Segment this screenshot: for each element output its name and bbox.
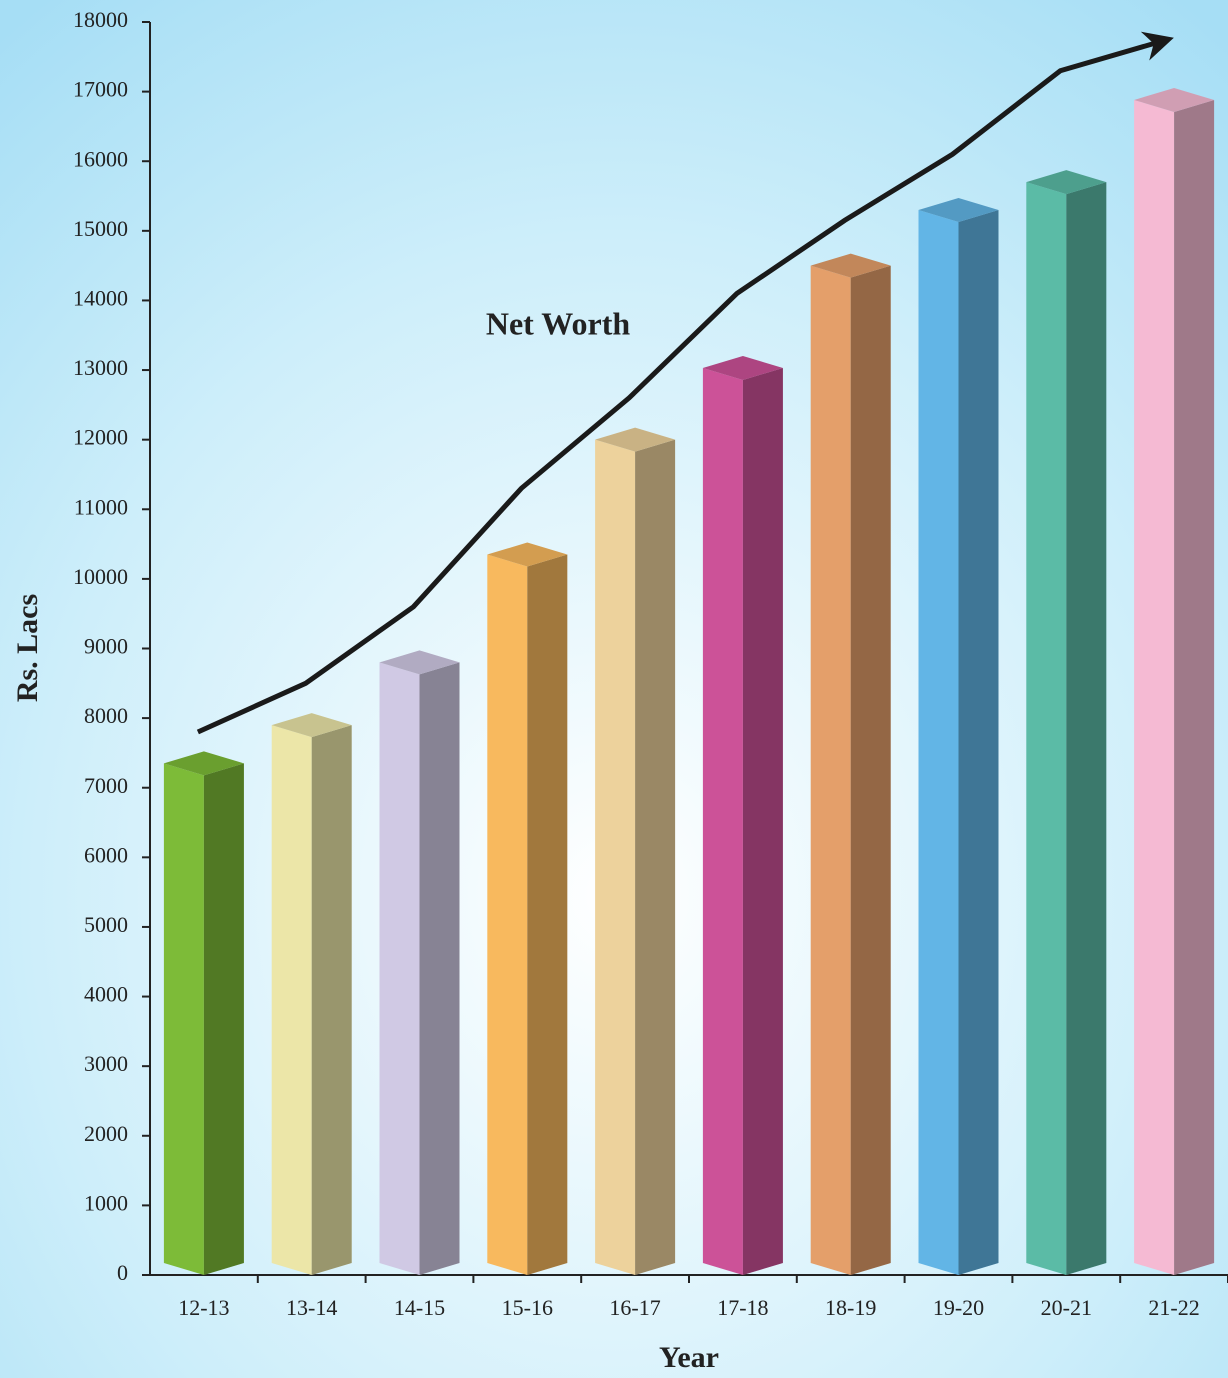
x-tick-label: 17-18 [717, 1295, 768, 1320]
bar-face [311, 725, 352, 1275]
x-tick-label: 15-16 [502, 1295, 553, 1320]
y-tick-label: 2000 [84, 1121, 128, 1146]
y-tick-label: 10000 [73, 564, 128, 589]
x-axis-label: Year [659, 1341, 719, 1374]
bar-face [810, 253, 891, 278]
bar-face [918, 197, 999, 222]
y-tick-label: 18000 [73, 7, 128, 32]
bar [918, 197, 999, 1276]
y-tick-label: 6000 [84, 842, 128, 867]
bar [163, 751, 244, 1275]
bar [487, 542, 568, 1275]
bar-face [271, 713, 352, 738]
bar [1134, 87, 1215, 1275]
bar-face [311, 725, 352, 1275]
y-tick-label: 4000 [84, 982, 128, 1007]
bar-face [850, 265, 891, 1275]
bar-face [163, 763, 204, 1275]
bar-face [918, 197, 999, 222]
y-tick-label: 15000 [73, 216, 128, 241]
y-tick-label: 0 [117, 1260, 128, 1285]
y-tick-label: 7000 [84, 773, 128, 798]
bar-face [918, 209, 959, 1276]
bar-face [419, 662, 460, 1275]
bar-face [271, 725, 312, 1275]
bar-face [702, 355, 783, 380]
bar-face [1066, 182, 1107, 1275]
x-tick-label: 16-17 [609, 1295, 660, 1320]
bar-face [379, 650, 460, 675]
x-tick-label: 18-19 [825, 1295, 876, 1320]
bar [1026, 170, 1107, 1275]
bar-face [595, 427, 676, 452]
bar-face [595, 439, 636, 1276]
bar-face [203, 763, 244, 1275]
x-tick-label: 14-15 [394, 1295, 445, 1320]
bar-face [958, 209, 999, 1276]
y-axis-label: Rs. Lacs [11, 594, 44, 702]
bar-face [203, 763, 244, 1275]
bar-face [1026, 170, 1107, 195]
bar-face [527, 554, 568, 1275]
bar-face [635, 439, 676, 1276]
y-tick-label: 13000 [73, 355, 128, 380]
x-tick-label: 19-20 [933, 1295, 984, 1320]
x-tick-label: 21-22 [1148, 1295, 1199, 1320]
bar-face [379, 650, 460, 675]
y-tick-label: 14000 [73, 285, 128, 310]
bar-face [1026, 170, 1107, 195]
bar [595, 427, 676, 1276]
y-tick-label: 8000 [84, 703, 128, 728]
y-tick-label: 9000 [84, 634, 128, 659]
bar [810, 253, 891, 1275]
x-tick-label: 12-13 [178, 1295, 229, 1320]
bar-face [742, 367, 783, 1275]
bar-face [810, 253, 891, 278]
y-tick-label: 3000 [84, 1051, 128, 1076]
bar-face [1066, 182, 1107, 1275]
bar-face [1026, 182, 1067, 1275]
bar-face [271, 713, 352, 738]
annotation: Net Worth [486, 305, 630, 341]
bar-face [379, 662, 420, 1275]
bar-face [635, 439, 676, 1276]
bar-face [595, 427, 676, 452]
y-tick-label: 11000 [74, 494, 128, 519]
y-tick-label: 12000 [73, 425, 128, 450]
bar-face [742, 367, 783, 1275]
y-tick-label: 17000 [73, 77, 128, 102]
bar-face [702, 355, 783, 380]
y-tick-label: 5000 [84, 912, 128, 937]
bar-face [1134, 87, 1215, 112]
bar-face [958, 209, 999, 1276]
bar-face [702, 367, 743, 1275]
bar-face [487, 542, 568, 567]
bar-face [1174, 99, 1215, 1275]
bar [379, 650, 460, 1275]
y-tick-label: 16000 [73, 146, 128, 171]
bar-face [1174, 99, 1215, 1275]
y-tick-label: 1000 [84, 1190, 128, 1215]
bar-face [850, 265, 891, 1275]
line [196, 31, 1174, 735]
bar-face [527, 554, 568, 1275]
bar-face [163, 751, 244, 776]
bar [702, 355, 783, 1275]
x-tick-label: 13-14 [286, 1295, 337, 1320]
bar-face [163, 751, 244, 776]
bar-face [1134, 99, 1175, 1275]
bar-face [810, 265, 851, 1275]
bar-face [419, 662, 460, 1275]
bar [271, 713, 352, 1275]
bar-face [487, 542, 568, 567]
bar-face [1134, 87, 1215, 112]
bar-face [487, 554, 528, 1275]
x-tick-label: 20-21 [1041, 1295, 1092, 1320]
